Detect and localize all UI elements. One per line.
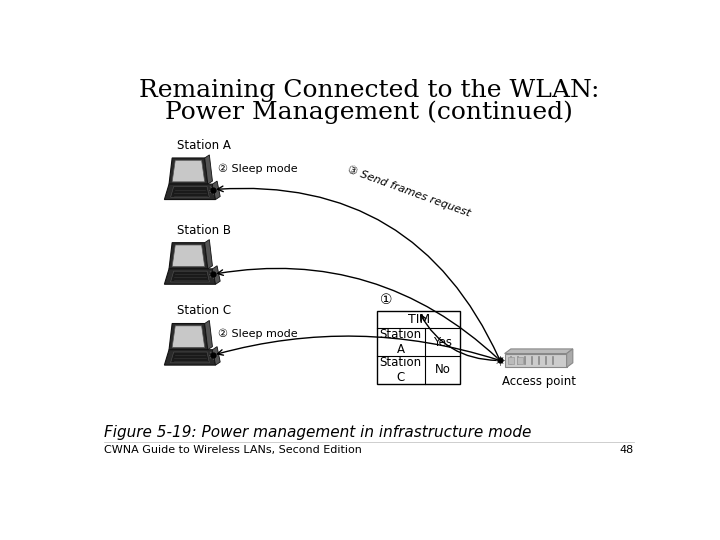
Text: ①: ① [380,293,392,307]
Polygon shape [169,242,208,269]
Polygon shape [164,350,215,365]
Polygon shape [567,349,573,367]
Polygon shape [505,349,573,354]
Polygon shape [212,181,220,200]
Text: Figure 5-19: Power management in infrastructure mode: Figure 5-19: Power management in infrast… [104,425,531,440]
Text: TIM: TIM [408,313,430,326]
Polygon shape [212,347,220,365]
Polygon shape [204,320,212,350]
Polygon shape [164,184,215,200]
Text: ③ Send frames request: ③ Send frames request [346,165,472,219]
Polygon shape [164,269,215,284]
Polygon shape [172,245,204,267]
Text: ② Sleep mode: ② Sleep mode [218,329,297,340]
Polygon shape [204,155,212,184]
Polygon shape [171,271,210,282]
Polygon shape [171,352,210,363]
Text: Access point: Access point [503,375,577,388]
Polygon shape [505,354,567,367]
Text: Remaining Connected to the WLAN:: Remaining Connected to the WLAN: [139,79,599,102]
Polygon shape [172,160,204,182]
Polygon shape [171,186,210,197]
Text: 48: 48 [620,445,634,455]
Polygon shape [169,323,208,350]
Text: CWNA Guide to Wireless LANs, Second Edition: CWNA Guide to Wireless LANs, Second Edit… [104,445,362,455]
Bar [508,356,514,365]
Text: Station C: Station C [177,305,231,318]
Text: ② Sleep mode: ② Sleep mode [218,164,297,174]
Polygon shape [169,158,208,184]
Text: Power Management (continued): Power Management (continued) [165,100,573,124]
Text: Station
A: Station A [379,328,422,356]
Bar [517,356,523,365]
Text: Yes: Yes [433,335,452,348]
Polygon shape [172,326,204,347]
Polygon shape [212,266,220,284]
Text: Station A: Station A [177,139,230,152]
Polygon shape [204,240,212,269]
Text: No: No [435,363,451,376]
Bar [377,311,461,383]
Text: Station
C: Station C [379,356,422,384]
Text: Station B: Station B [177,224,231,237]
